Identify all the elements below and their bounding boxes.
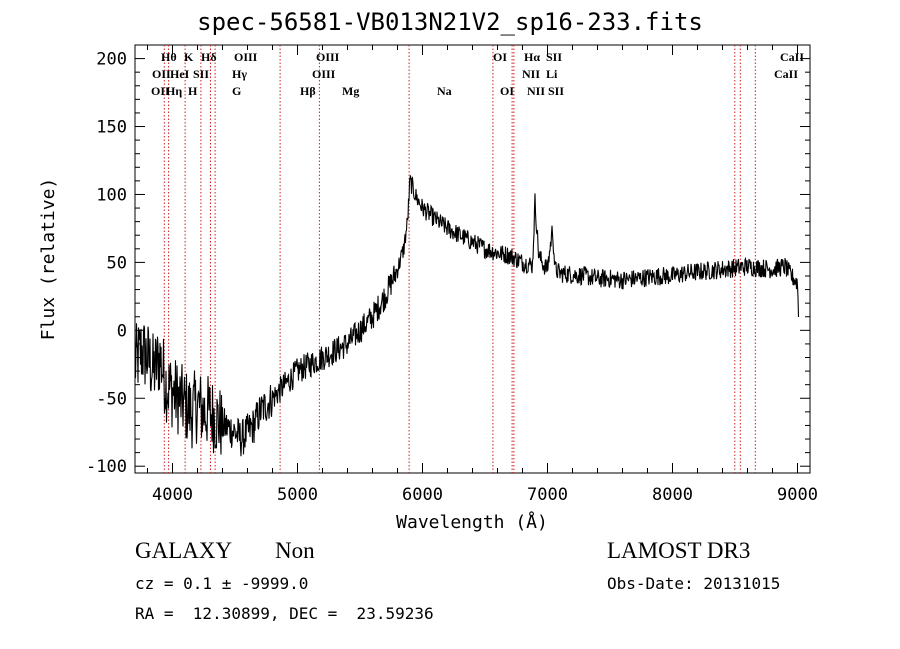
x-tick-label: 4000 [152, 485, 193, 505]
line-label: SII [548, 84, 564, 98]
line-label: HeI [170, 67, 190, 81]
line-label: OII [152, 67, 171, 81]
line-label: CaII [780, 50, 804, 64]
y-tick-label: 100 [96, 186, 127, 206]
line-label: OIII [312, 67, 336, 81]
x-tick-label: 6000 [402, 485, 443, 505]
line-label: Hη [166, 84, 182, 98]
line-label: CaII [774, 67, 798, 81]
y-axis-label: Flux (relative) [38, 178, 59, 341]
y-tick-label: -100 [86, 457, 127, 477]
observation-date: Obs-Date: 20131015 [607, 574, 781, 593]
line-label: K [184, 50, 194, 64]
x-tick-label: 5000 [277, 485, 318, 505]
y-tick-label: 50 [107, 253, 127, 273]
line-labels: Hθ K Hδ OIII OIII OI Hα SII CaII OII HeI… [151, 50, 804, 98]
x-tick-label: 9000 [777, 485, 818, 505]
spectrum-line [134, 175, 800, 457]
line-label: Hδ [201, 50, 217, 64]
line-label: NII [527, 84, 545, 98]
line-label: Hβ [300, 84, 316, 98]
line-label: H [188, 84, 198, 98]
line-label: SII [546, 50, 562, 64]
line-label: OII [151, 84, 170, 98]
coordinates-text: RA = 12.30899, DEC = 23.59236 [135, 604, 434, 623]
y-tick-label: 150 [96, 118, 127, 138]
line-label: Hθ [161, 50, 177, 64]
redshift-text: cz = 0.1 ± -9999.0 [135, 574, 309, 593]
line-label: Hγ [232, 67, 247, 81]
y-tick-label: -50 [96, 389, 127, 409]
axis-ticks [135, 45, 810, 473]
line-label: OI [500, 84, 514, 98]
tick-labels: 4000 5000 6000 7000 8000 9000 -100 -50 0 50 100 150… [86, 50, 818, 505]
line-markers [163, 45, 756, 473]
line-label: G [232, 84, 241, 98]
line-label: OIII [316, 50, 340, 64]
line-label: Hα [524, 50, 540, 64]
x-tick-label: 8000 [652, 485, 693, 505]
object-subclass: Non [275, 538, 315, 563]
line-label: OI [493, 50, 507, 64]
line-label: Mg [342, 84, 359, 98]
line-label: OIII [234, 50, 258, 64]
x-tick-label: 7000 [527, 485, 568, 505]
y-tick-label: 200 [96, 50, 127, 70]
chart-title: spec-56581-VB013N21V2_sp16-233.fits [197, 8, 703, 36]
line-label: NII [522, 67, 540, 81]
x-axis-label: Wavelength (Å) [396, 511, 548, 533]
plot-frame [134, 44, 811, 474]
line-label: Na [437, 84, 452, 98]
line-label: SII [193, 67, 209, 81]
y-tick-label: 0 [117, 321, 127, 341]
object-class: GALAXY [135, 538, 233, 563]
survey-name: LAMOST DR3 [607, 538, 751, 563]
line-label: Li [546, 67, 558, 81]
